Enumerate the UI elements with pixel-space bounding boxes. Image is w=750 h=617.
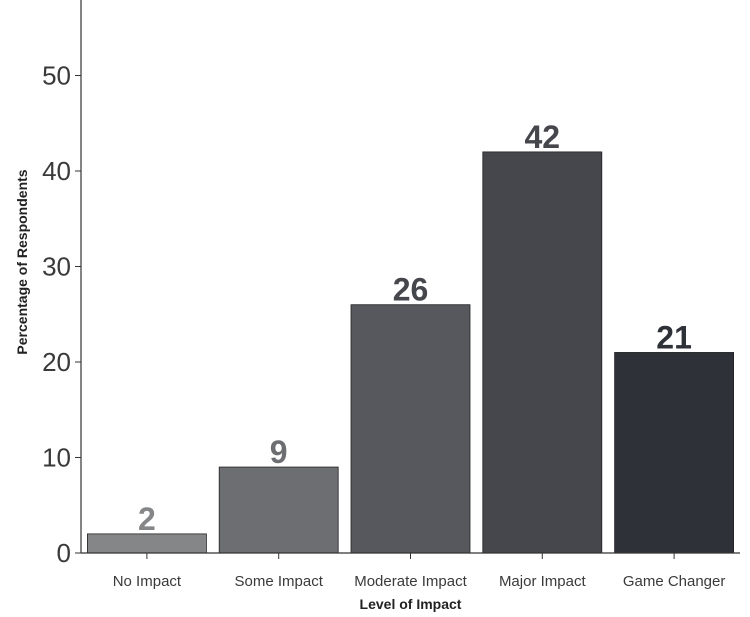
bar-some-impact xyxy=(218,466,339,554)
bar-moderate-impact xyxy=(350,304,471,554)
x-tick-label: Major Impact xyxy=(499,573,587,590)
x-axis: No Impact Some Impact Moderate Impact Major… xyxy=(81,552,740,590)
y-tick-label: 30 xyxy=(42,252,71,282)
y-tick-label: 40 xyxy=(42,156,71,186)
bar-game-changer xyxy=(614,352,734,554)
y-tick-label: 50 xyxy=(42,61,71,91)
data-label: 42 xyxy=(525,119,561,155)
bar-major-impact xyxy=(482,151,603,554)
data-label: 2 xyxy=(138,501,156,537)
x-axis-title: Level of Impact xyxy=(360,596,462,612)
x-tick-label: Game Changer xyxy=(623,573,726,590)
y-tick-label: 10 xyxy=(42,443,71,473)
x-tick-label: Moderate Impact xyxy=(354,573,467,590)
y-tick-label: 0 xyxy=(57,538,71,568)
data-label: 9 xyxy=(270,434,288,470)
bars: 2 9 26 42 21 xyxy=(87,119,734,554)
data-label: 21 xyxy=(656,319,692,355)
x-tick-label: No Impact xyxy=(113,573,182,590)
y-axis: 0 10 20 30 40 50 xyxy=(42,0,82,568)
data-label: 26 xyxy=(393,272,429,308)
x-tick-label: Some Impact xyxy=(235,573,324,590)
y-tick-label: 20 xyxy=(42,347,71,377)
y-axis-title: Percentage of Respondents xyxy=(14,169,30,354)
